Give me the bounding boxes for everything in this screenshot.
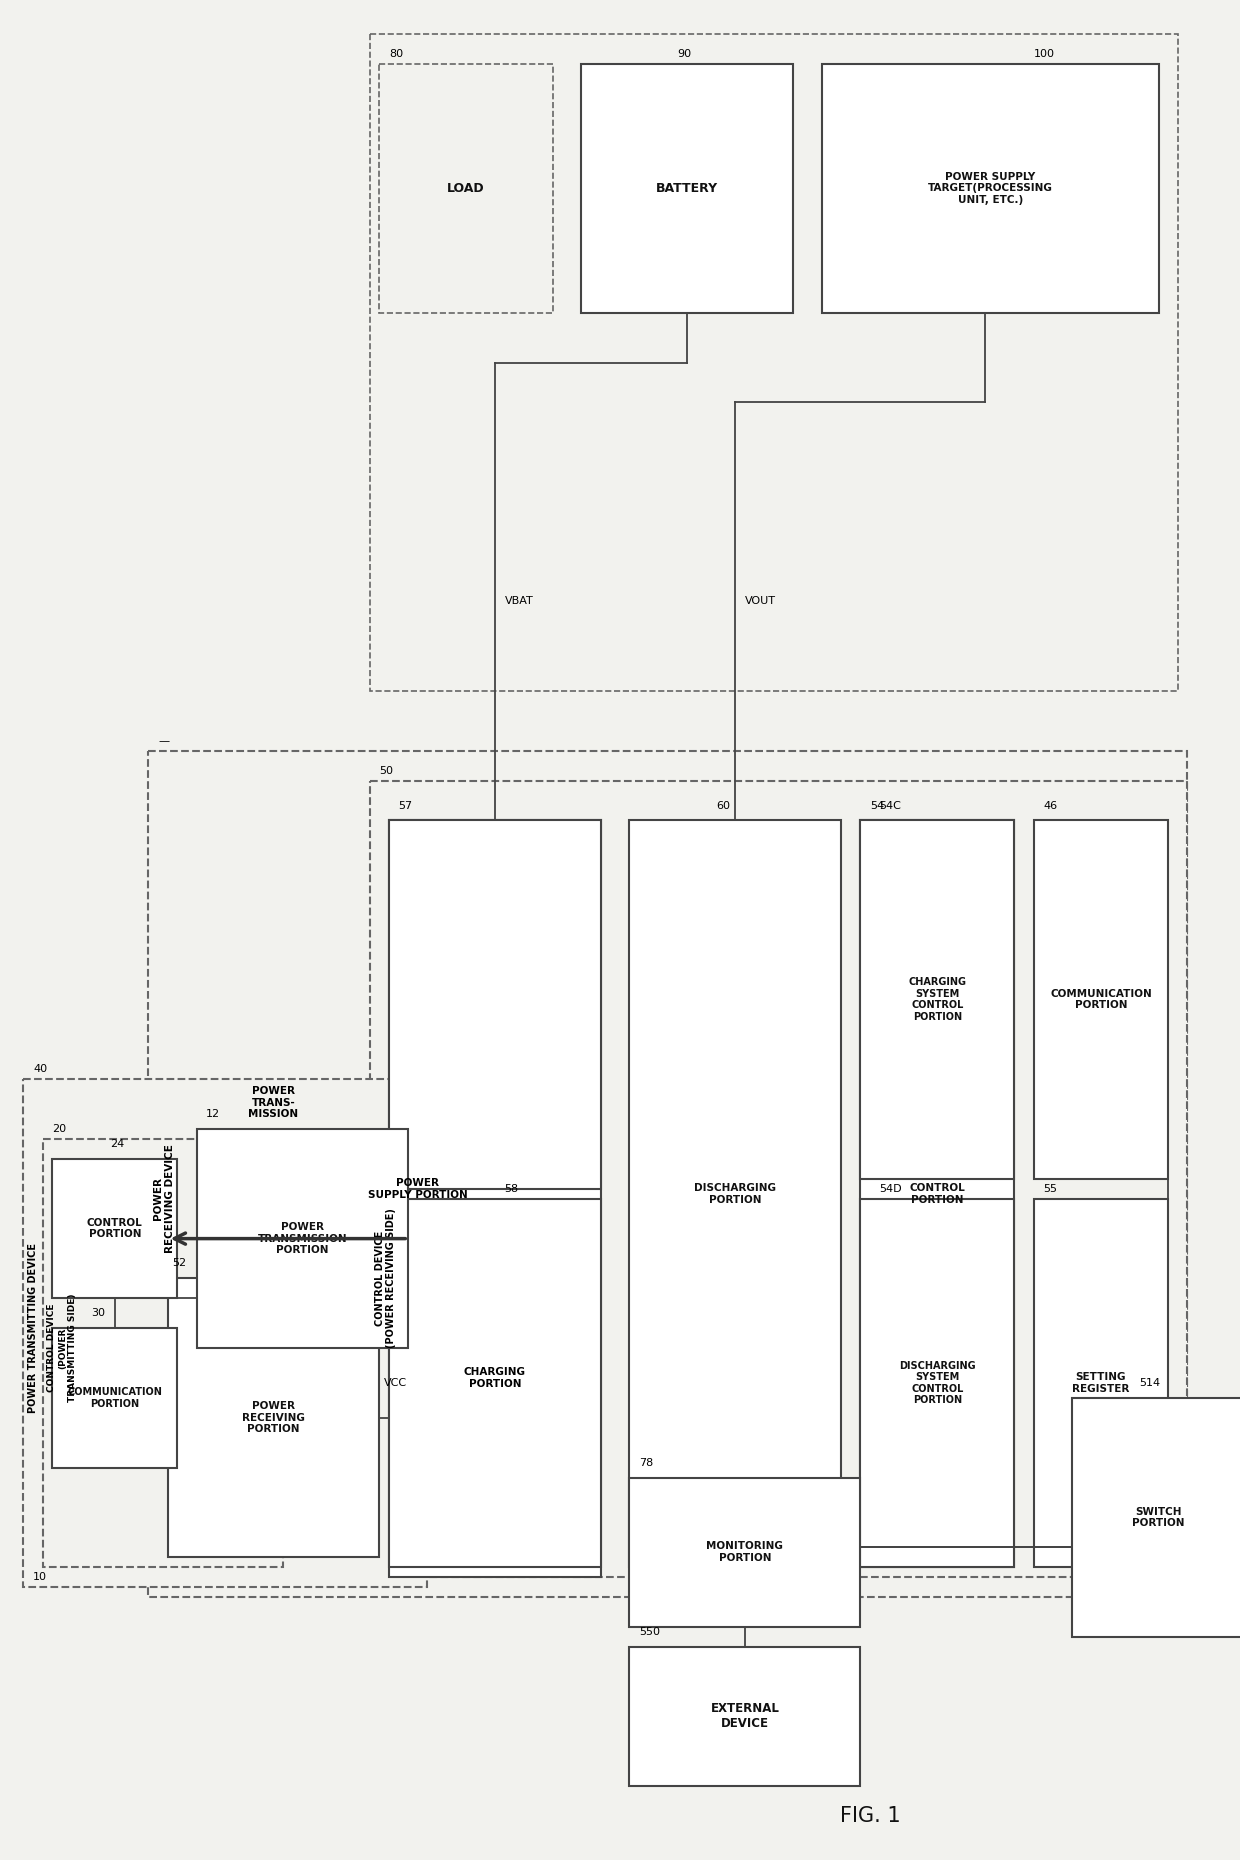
Bar — [167, 1278, 379, 1557]
Text: 52: 52 — [172, 1259, 187, 1269]
Bar — [582, 63, 794, 312]
Text: 90: 90 — [677, 48, 692, 60]
Text: 54: 54 — [870, 800, 884, 811]
Text: —: — — [157, 737, 169, 746]
Bar — [630, 1646, 861, 1786]
Bar — [630, 820, 841, 1568]
Text: 58: 58 — [505, 1183, 518, 1194]
Text: LOAD: LOAD — [448, 182, 485, 195]
Text: MONITORING
PORTION: MONITORING PORTION — [707, 1542, 784, 1562]
Text: POWER
SUPPLY PORTION: POWER SUPPLY PORTION — [368, 1177, 467, 1200]
Text: 46: 46 — [1043, 800, 1058, 811]
Bar — [861, 820, 1014, 1568]
Text: FIG. 1: FIG. 1 — [839, 1806, 900, 1827]
Bar — [1033, 1200, 1168, 1568]
Text: VBAT: VBAT — [505, 597, 533, 606]
Text: BATTERY: BATTERY — [656, 182, 718, 195]
Bar — [52, 1159, 177, 1298]
Text: 50: 50 — [379, 766, 393, 776]
Text: 100: 100 — [1033, 48, 1054, 60]
Text: DISCHARGING
PORTION: DISCHARGING PORTION — [694, 1183, 776, 1205]
Text: 80: 80 — [389, 48, 403, 60]
Text: POWER
TRANS-
MISSION: POWER TRANS- MISSION — [248, 1086, 299, 1120]
Bar — [389, 820, 600, 1189]
Bar — [1073, 1399, 1240, 1637]
Text: COMMUNICATION
PORTION: COMMUNICATION PORTION — [1050, 990, 1152, 1010]
Text: CONTROL DEVICE
(POWER RECEIVING SIDE): CONTROL DEVICE (POWER RECEIVING SIDE) — [374, 1209, 396, 1348]
Bar — [52, 1328, 177, 1468]
Text: POWER TRANSMITTING DEVICE: POWER TRANSMITTING DEVICE — [29, 1242, 38, 1414]
Text: CHARGING
SYSTEM
CONTROL
PORTION: CHARGING SYSTEM CONTROL PORTION — [909, 976, 966, 1023]
Text: 20: 20 — [52, 1123, 67, 1135]
Bar — [861, 1200, 1014, 1568]
Bar — [197, 1129, 408, 1348]
Text: SETTING
REGISTER: SETTING REGISTER — [1073, 1373, 1130, 1393]
Text: POWER SUPPLY
TARGET(PROCESSING
UNIT, ETC.): POWER SUPPLY TARGET(PROCESSING UNIT, ETC… — [928, 171, 1053, 205]
Text: 514: 514 — [1140, 1378, 1161, 1388]
Text: 54D: 54D — [879, 1183, 903, 1194]
Bar — [370, 33, 1178, 692]
Bar — [389, 820, 600, 1577]
Bar — [24, 1079, 428, 1587]
Text: CONTROL
PORTION: CONTROL PORTION — [909, 1183, 965, 1205]
Text: CHARGING
PORTION: CHARGING PORTION — [464, 1367, 526, 1389]
Text: 24: 24 — [110, 1138, 124, 1149]
Bar — [370, 781, 1188, 1577]
Text: 60: 60 — [715, 800, 730, 811]
Text: 78: 78 — [639, 1458, 653, 1468]
Text: VOUT: VOUT — [745, 597, 776, 606]
Bar — [149, 751, 1188, 1598]
Text: POWER
TRANSMISSION
PORTION: POWER TRANSMISSION PORTION — [258, 1222, 347, 1256]
Text: 10: 10 — [33, 1572, 47, 1583]
Text: CONTROL
PORTION: CONTROL PORTION — [87, 1218, 143, 1239]
Text: POWER
RECEIVING DEVICE: POWER RECEIVING DEVICE — [154, 1144, 175, 1254]
Text: 40: 40 — [33, 1064, 47, 1075]
Bar — [42, 1138, 283, 1568]
Text: 54C: 54C — [879, 800, 901, 811]
Text: 12: 12 — [206, 1109, 221, 1120]
Text: COMMUNICATION
PORTION: COMMUNICATION PORTION — [67, 1388, 162, 1408]
Text: EXTERNAL
DEVICE: EXTERNAL DEVICE — [711, 1702, 780, 1730]
Bar — [822, 63, 1158, 312]
Bar — [1033, 820, 1168, 1179]
Text: 57: 57 — [398, 800, 413, 811]
Text: VCC: VCC — [384, 1378, 407, 1388]
Text: 55: 55 — [1043, 1183, 1058, 1194]
Text: CONTROL DEVICE
(POWER
TRANSMITTING SIDE): CONTROL DEVICE (POWER TRANSMITTING SIDE) — [47, 1295, 77, 1402]
Text: SWITCH
PORTION: SWITCH PORTION — [1132, 1507, 1185, 1529]
Bar — [630, 1477, 861, 1628]
Bar — [389, 1200, 600, 1568]
Bar — [379, 63, 553, 312]
Text: DISCHARGING
SYSTEM
CONTROL
PORTION: DISCHARGING SYSTEM CONTROL PORTION — [899, 1360, 976, 1406]
Bar — [861, 820, 1014, 1179]
Text: POWER
RECEIVING
PORTION: POWER RECEIVING PORTION — [242, 1401, 305, 1434]
Text: 30: 30 — [91, 1308, 104, 1319]
Text: 550: 550 — [639, 1628, 660, 1637]
